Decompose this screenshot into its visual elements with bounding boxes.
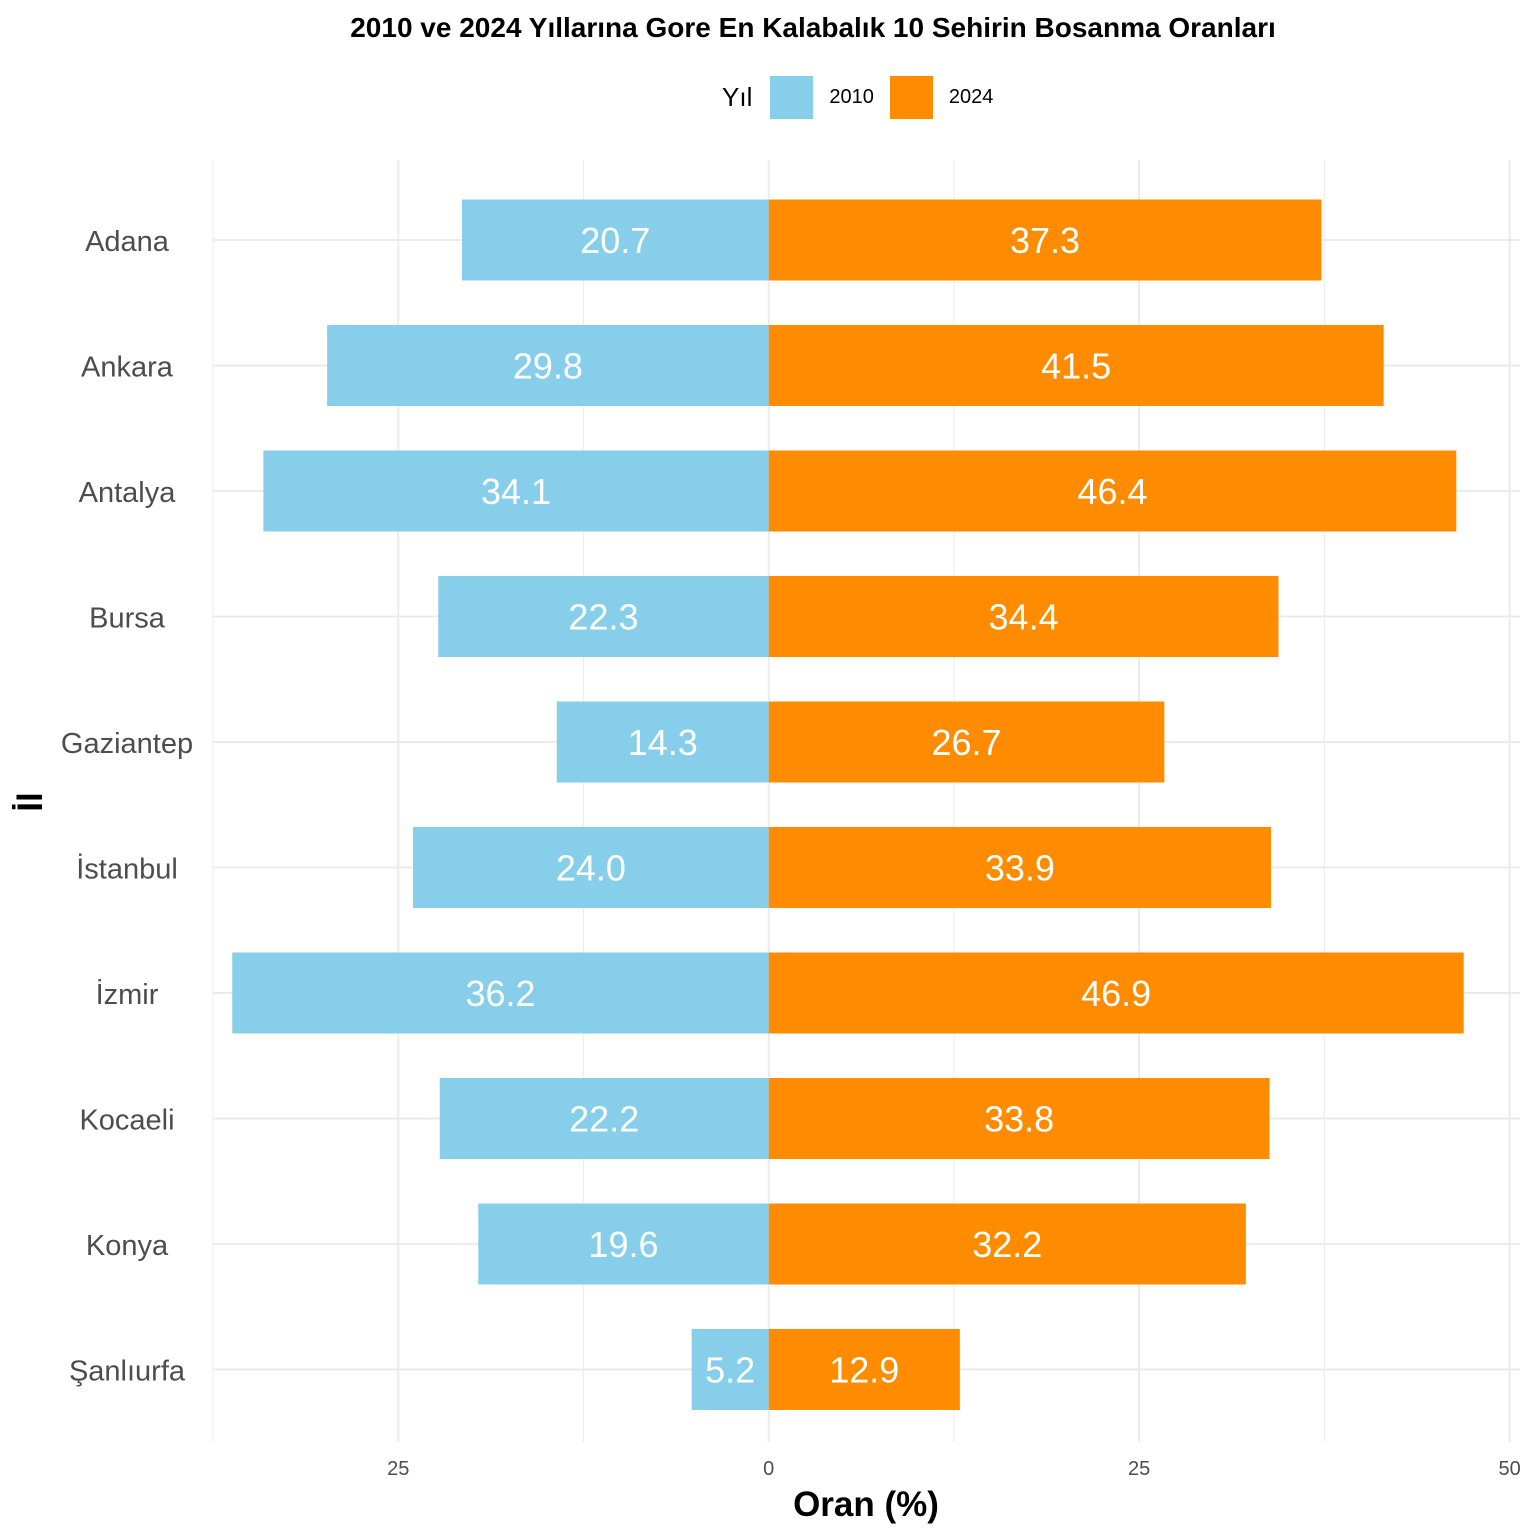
data-label-2010-9: 5.2 (705, 1350, 755, 1391)
data-label-2010-0: 20.7 (580, 220, 650, 261)
bar-2010-2 (263, 450, 769, 532)
bar-2010-7 (439, 1078, 769, 1159)
data-label-2024-2: 46.4 (1077, 471, 1147, 512)
bar-2024-5 (768, 827, 1272, 908)
x-axis-title: Oran (%) (793, 1485, 939, 1524)
bar-2010-6 (232, 952, 769, 1034)
y-tick-label-6: İzmir (96, 978, 159, 1011)
x-tick-label-3: 50 (1499, 1458, 1521, 1480)
bar-2024-1 (768, 325, 1384, 406)
data-label-2010-3: 22.3 (568, 597, 638, 638)
legend-label-2010: 2010 (829, 85, 874, 108)
bar-2010-1 (327, 325, 769, 406)
data-label-2010-6: 36.2 (465, 973, 535, 1014)
data-label-2010-8: 19.6 (588, 1224, 658, 1265)
y-tick-label-4: Gaziantep (61, 728, 193, 760)
y-tick-label-3: Bursa (89, 603, 166, 635)
data-label-2024-9: 12.9 (829, 1350, 899, 1391)
x-tick-label-1: 0 (763, 1458, 774, 1480)
y-tick-label-5: İstanbul (76, 853, 178, 886)
data-label-2024-8: 32.2 (972, 1224, 1042, 1265)
data-label-2024-6: 46.9 (1081, 973, 1151, 1014)
y-tick-label-9: Şanlıurfa (69, 1356, 186, 1388)
legend-swatch-2024 (889, 75, 933, 119)
legend-label-2024: 2024 (948, 85, 994, 108)
bar-2024-0 (768, 199, 1322, 281)
x-tick-label-0: 25 (387, 1458, 409, 1480)
bar-2024-4 (768, 701, 1165, 783)
bar-2010-4 (556, 701, 769, 783)
bar-2024-6 (768, 952, 1464, 1034)
data-label-2024-3: 34.4 (989, 597, 1059, 638)
data-label-2010-5: 24.0 (556, 848, 626, 889)
data-label-2024-7: 33.8 (984, 1099, 1054, 1140)
legend-title: Yıl (722, 81, 753, 112)
bar-2010-8 (478, 1203, 769, 1285)
x-tick-label-2: 25 (1128, 1458, 1150, 1480)
data-label-2024-1: 41.5 (1041, 346, 1111, 387)
legend: Yıl 2010 2024 (722, 75, 1009, 119)
bar-layer (232, 199, 1464, 1410)
y-tick-label-8: Konya (86, 1230, 169, 1262)
y-tick-label-1: Ankara (81, 352, 174, 384)
bar-2024-7 (768, 1078, 1270, 1159)
bar-2024-8 (768, 1203, 1246, 1285)
bar-2024-9 (768, 1329, 960, 1410)
chart-title: 2010 ve 2024 Yıllarına Gore En Kalabalık… (350, 12, 1276, 43)
data-label-2010-7: 22.2 (569, 1099, 639, 1140)
y-axis-title: İl (11, 792, 50, 811)
bar-2010-3 (438, 576, 769, 657)
bar-2010-9 (691, 1329, 769, 1410)
bar-2024-3 (768, 576, 1279, 657)
legend-swatch-2010 (770, 75, 814, 119)
bar-2010-0 (461, 199, 769, 281)
legend-item-2010: 2010 (770, 75, 874, 119)
data-label-2024-0: 37.3 (1010, 220, 1080, 261)
data-label-2010-1: 29.8 (513, 346, 583, 387)
data-label-2010-2: 34.1 (481, 471, 551, 512)
y-tick-label-7: Kocaeli (79, 1105, 174, 1137)
axis-layer: Oran (%) İl Adana Ankara Antalya Bursa Gazia… (11, 226, 1521, 1524)
bar-2010-5 (413, 827, 769, 908)
y-tick-label-2: Antalya (79, 477, 177, 509)
data-label-2024-4: 26.7 (931, 722, 1001, 763)
bar-2024-2 (768, 450, 1457, 532)
data-label-2024-5: 33.9 (985, 848, 1055, 889)
data-label-2010-4: 14.3 (628, 722, 698, 763)
label-layer: 20.7 29.8 34.1 22.3 14.3 24.0 36.2 22.2 19.6 5.2 3… (465, 220, 1151, 1391)
y-tick-label-0: Adana (85, 226, 170, 258)
legend-item-2024: 2024 (889, 75, 994, 119)
